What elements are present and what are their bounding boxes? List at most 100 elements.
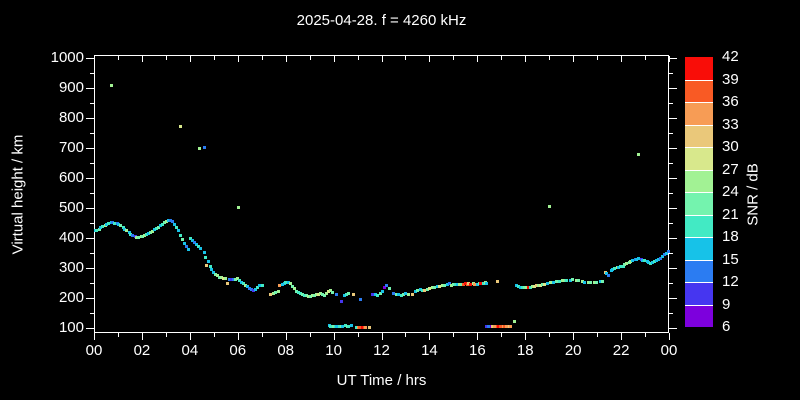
x-tick-label: 02	[133, 342, 151, 359]
data-point	[110, 83, 114, 87]
y-minor-tick	[669, 313, 673, 315]
data-point	[416, 288, 420, 292]
y-tick	[86, 148, 94, 150]
colorbar-label: SNR / dB	[744, 163, 762, 226]
data-point	[505, 324, 509, 328]
data-point	[246, 285, 250, 288]
data-point	[342, 293, 346, 297]
data-point	[647, 260, 651, 264]
data-point	[125, 229, 129, 233]
colorbar-segment	[685, 237, 713, 260]
data-point	[526, 285, 530, 289]
colorbar-separator	[685, 282, 713, 283]
data-point	[202, 251, 206, 255]
data-point	[308, 294, 312, 298]
data-point	[123, 227, 127, 231]
data-point	[378, 291, 382, 295]
data-point	[117, 223, 121, 227]
data-point	[109, 221, 113, 225]
data-point	[261, 283, 265, 287]
data-point	[195, 242, 199, 246]
data-point	[212, 270, 216, 274]
y-tick	[86, 238, 94, 240]
data-point	[538, 283, 542, 287]
data-point	[633, 258, 637, 262]
data-point	[489, 324, 493, 328]
data-point	[327, 324, 331, 328]
data-point	[316, 292, 320, 296]
data-point	[226, 282, 230, 285]
data-point	[629, 259, 633, 263]
x-tick	[573, 56, 575, 62]
y-minor-tick	[669, 193, 673, 195]
data-point	[256, 285, 260, 289]
y-minor-tick	[90, 133, 94, 135]
data-point	[258, 284, 262, 288]
data-point	[651, 260, 655, 264]
y-axis-label: Virtual height / km	[9, 134, 27, 255]
data-point	[189, 237, 193, 241]
data-point	[97, 227, 101, 231]
data-point	[574, 278, 578, 282]
data-point	[218, 275, 222, 279]
data-point	[631, 258, 635, 262]
colorbar-tick-label: 6	[722, 318, 731, 335]
data-point	[199, 246, 203, 250]
colorbar-segment	[685, 124, 713, 147]
data-point	[129, 232, 133, 236]
data-point	[603, 270, 607, 274]
data-point	[328, 288, 332, 292]
data-point	[310, 294, 314, 298]
data-point	[481, 282, 485, 285]
data-point	[127, 231, 131, 235]
x-minor-tick	[597, 56, 599, 60]
x-tick-label: 10	[325, 342, 342, 359]
data-point	[425, 287, 429, 291]
x-tick	[237, 56, 239, 62]
data-point	[586, 280, 590, 284]
data-point	[204, 255, 208, 259]
data-point	[418, 288, 422, 292]
data-point	[411, 292, 415, 296]
colorbar-separator	[685, 147, 713, 148]
data-point	[397, 292, 401, 296]
data-point	[312, 293, 316, 297]
data-point	[292, 287, 296, 291]
data-point	[282, 282, 286, 286]
y-tick	[86, 208, 94, 210]
data-point	[145, 233, 149, 237]
y-minor-tick	[669, 133, 673, 135]
x-axis-label: UT Time / hrs	[336, 372, 427, 389]
data-point	[320, 293, 324, 297]
data-point	[191, 239, 195, 243]
x-tick	[141, 56, 143, 62]
y-tick	[669, 238, 677, 240]
data-point	[214, 272, 218, 276]
data-point	[280, 282, 284, 286]
data-point	[493, 324, 497, 328]
y-minor-tick	[669, 103, 673, 105]
data-point	[240, 280, 244, 284]
data-point	[339, 300, 343, 304]
data-point	[475, 282, 479, 286]
colorbar-tick-label: 39	[722, 70, 739, 88]
data-point	[304, 294, 308, 298]
data-point	[202, 145, 206, 149]
data-point	[443, 283, 447, 287]
data-point	[314, 293, 318, 297]
data-point	[360, 325, 364, 329]
data-point	[565, 279, 569, 283]
y-tick-label: 500	[58, 199, 84, 217]
data-point	[371, 292, 375, 296]
data-point	[169, 219, 173, 223]
colorbar-segment	[685, 282, 713, 305]
colorbar-segment	[685, 79, 713, 102]
x-tick	[669, 56, 670, 62]
y-tick-label: 900	[58, 79, 84, 97]
y-minor-tick	[669, 253, 673, 255]
x-tick	[621, 56, 623, 62]
data-point	[286, 280, 290, 284]
data-point	[657, 257, 661, 261]
x-tick-label: 22	[612, 342, 630, 359]
